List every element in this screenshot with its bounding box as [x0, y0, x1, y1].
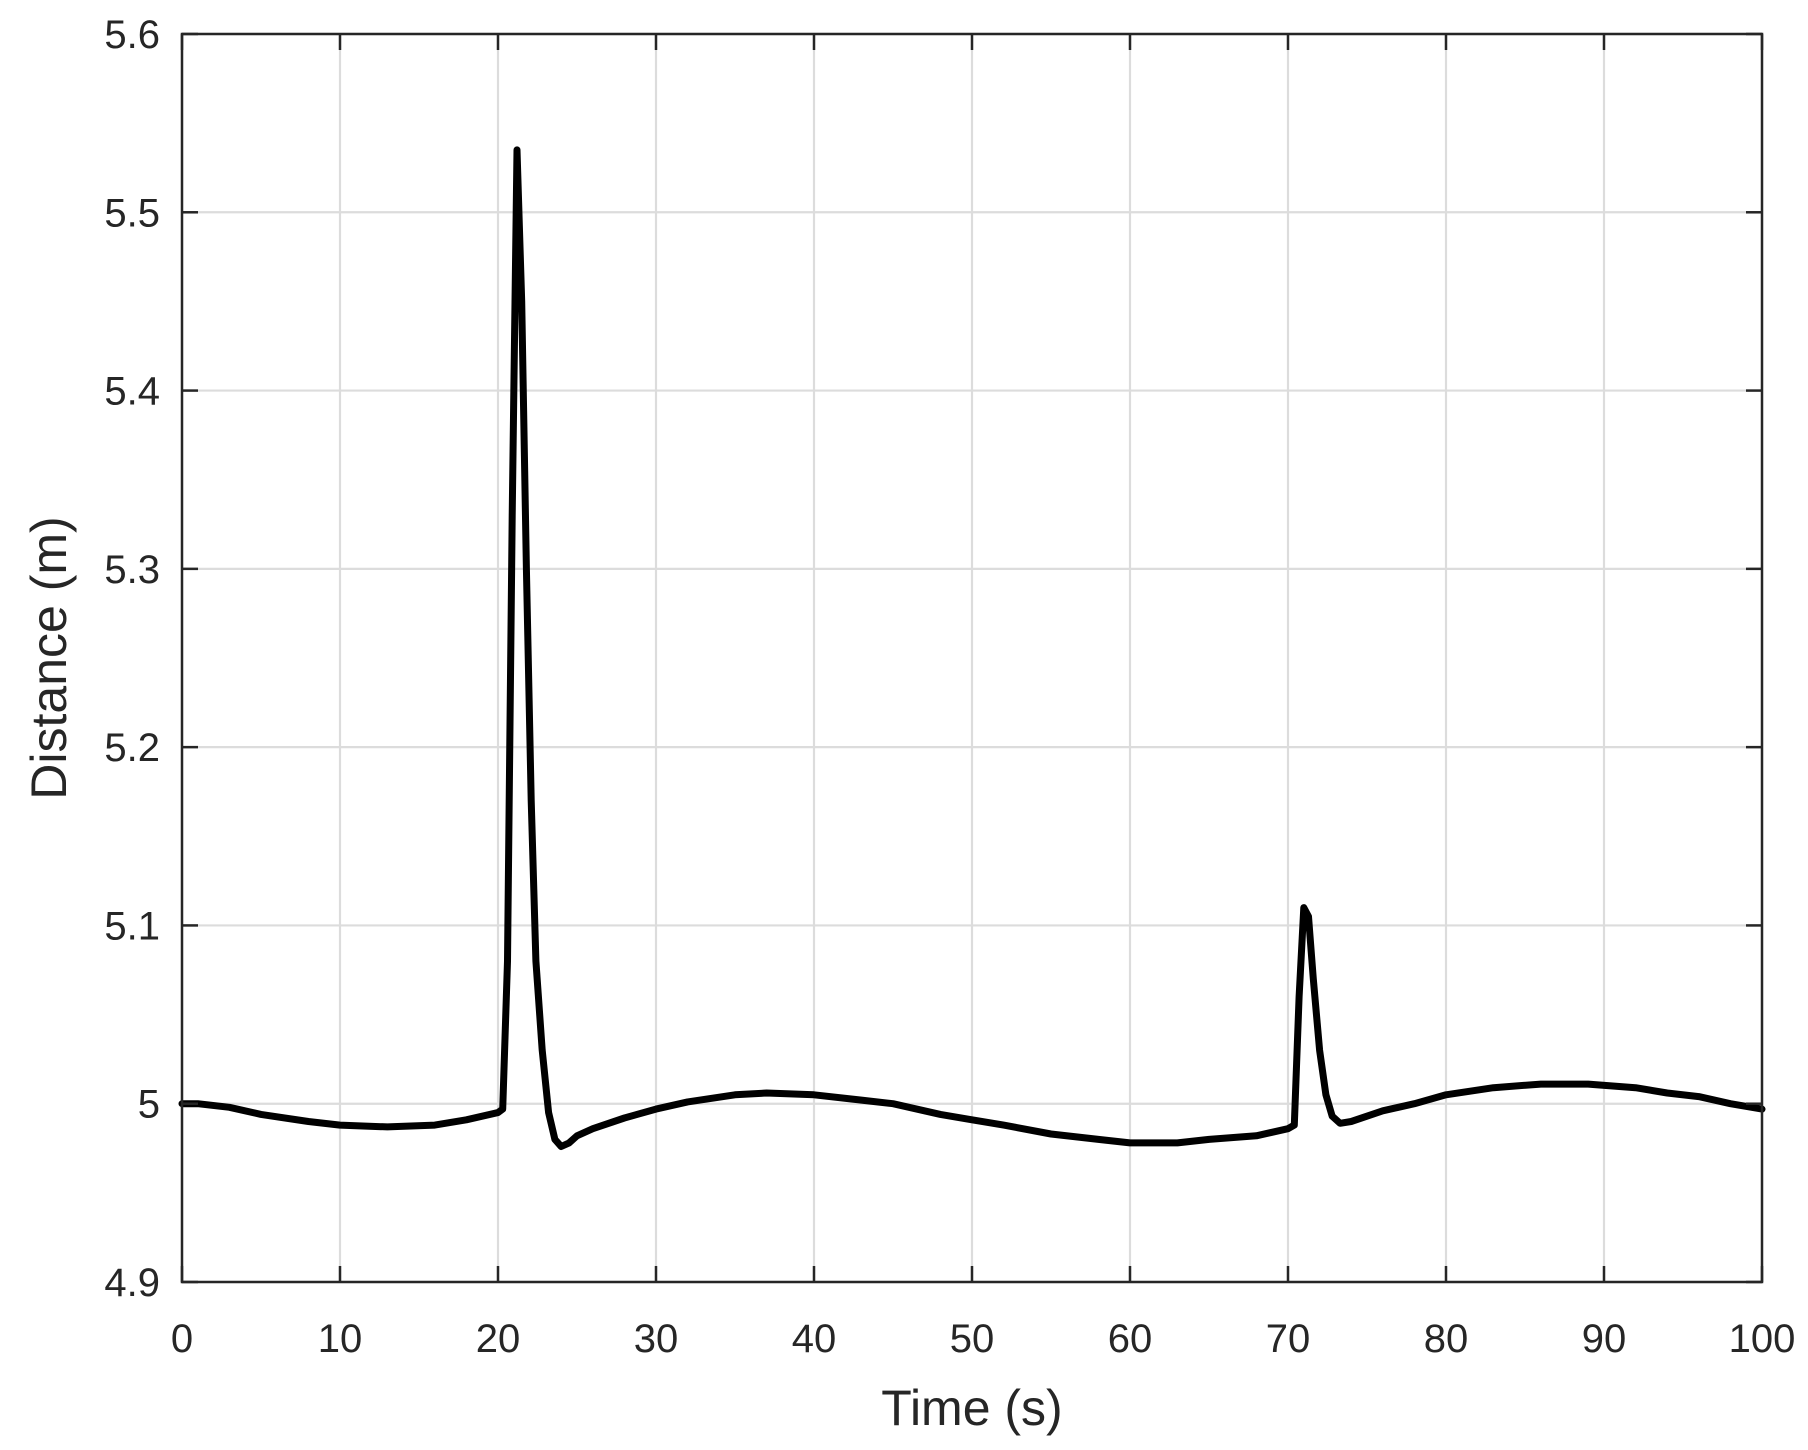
plot-area: [178, 146, 1766, 1150]
y-tick-label: 4.9: [104, 1261, 160, 1305]
y-tick-label: 5.6: [104, 13, 160, 57]
x-axis-label: Time (s): [881, 1380, 1062, 1436]
x-tick-label: 80: [1424, 1317, 1469, 1361]
y-tick-label: 5.5: [104, 191, 160, 235]
x-tick-label: 30: [634, 1317, 679, 1361]
x-tick-label: 70: [1266, 1317, 1311, 1361]
y-tick-label: 5.1: [104, 904, 160, 948]
axis-ticks: [180, 32, 1764, 1284]
x-tick-label: 40: [792, 1317, 837, 1361]
y-tick-label: 5.2: [104, 726, 160, 770]
x-tick-labels: 0 10 20 30 40 50 60 70 80 90 100: [171, 1317, 1796, 1361]
x-tick-label: 0: [171, 1317, 193, 1361]
y-tick-label: 5.4: [104, 370, 160, 414]
y-tick-labels: 4.9 5 5.1 5.2 5.3 5.4 5.5 5.6: [104, 13, 160, 1305]
x-tick-label: 100: [1729, 1317, 1796, 1361]
series-line: [178, 146, 1766, 1150]
x-tick-label: 90: [1582, 1317, 1627, 1361]
y-tick-label: 5: [138, 1083, 160, 1127]
x-tick-label: 20: [476, 1317, 521, 1361]
y-tick-label: 5.3: [104, 548, 160, 592]
x-tick-label: 50: [950, 1317, 995, 1361]
y-axis-label: Distance (m): [21, 516, 77, 799]
x-tick-label: 10: [318, 1317, 363, 1361]
x-tick-label: 60: [1108, 1317, 1153, 1361]
